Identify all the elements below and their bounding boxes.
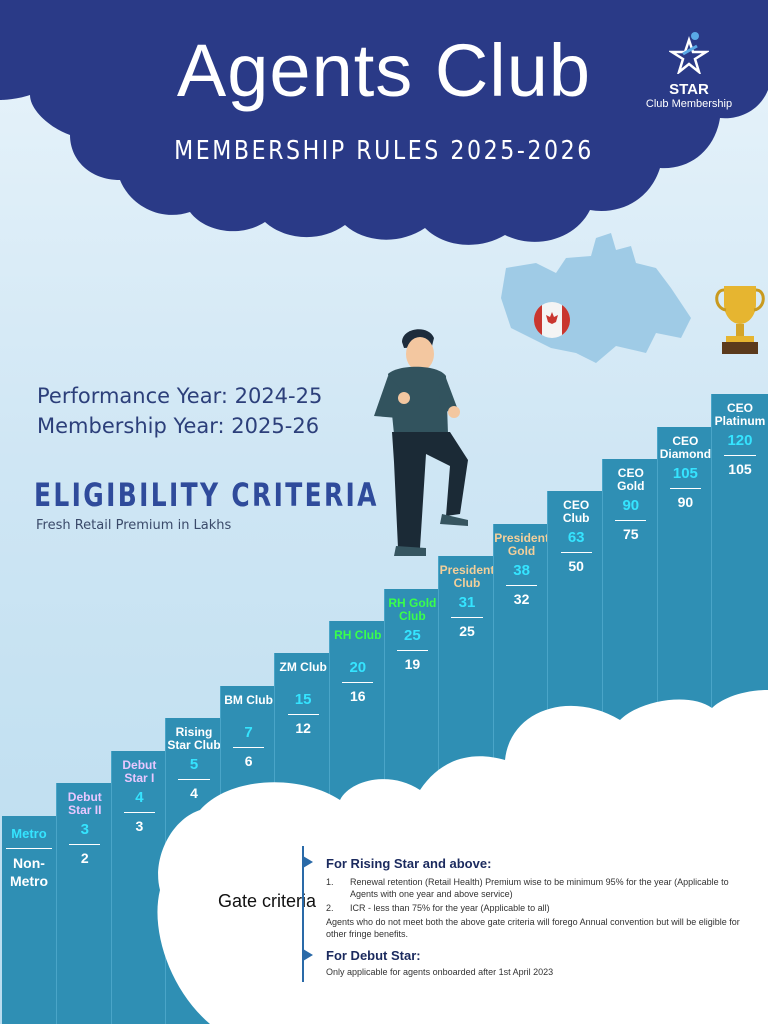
step-non-metro-value: 25 [459, 623, 475, 640]
gate-item-2-number: 2. [326, 903, 334, 913]
footer-cloud [157, 690, 768, 1024]
step-name: Debut Star II [67, 790, 102, 817]
gate-criteria-label: Gate criteria [218, 891, 317, 911]
step-metro-value: 31 [458, 594, 476, 612]
gate-criteria-box: For Rising Star and above: 1. Renewal re… [302, 846, 764, 982]
step-metro-value: 90 [622, 497, 640, 514]
eligibility-subtitle: Fresh Retail Premium in Lakhs [36, 518, 232, 533]
step-non-metro-value: 6 [244, 752, 253, 769]
step-name: CEO Gold [617, 466, 645, 493]
step-divider [669, 487, 701, 489]
legend-divider [6, 848, 52, 849]
step-non-metro-value: 2 [80, 850, 89, 866]
step-divider [396, 649, 428, 651]
step-metro-value: 38 [513, 561, 530, 579]
page-subtitle: MEMBERSHIP RULES 2025-2026 [174, 136, 594, 166]
step-non-metro-value: 50 [568, 558, 584, 575]
step-divider [560, 552, 592, 554]
step-metro-value: 7 [244, 723, 253, 741]
legend-non-metro: Non-Metro [9, 855, 49, 889]
step-metro-value: 120 [727, 432, 753, 450]
step-metro-value: 105 [672, 464, 698, 482]
step-non-metro-value: 12 [295, 720, 311, 737]
step-divider [178, 779, 210, 781]
step-name: RH Club [334, 628, 382, 642]
gate-item-1-text: Renewal retention (Retail Health) Premiu… [350, 877, 729, 899]
canada-flag-icon [533, 302, 570, 338]
step-name: President Club [439, 563, 495, 591]
step-metro-value: 5 [189, 756, 199, 774]
step-divider [451, 617, 483, 619]
step-divider [233, 746, 265, 748]
eligibility-title: ELIGIBILITY CRITERIA [34, 476, 379, 514]
step-name: CEO Club [562, 498, 590, 526]
step-divider [506, 584, 538, 586]
step-divider [287, 714, 319, 716]
step-metro-value: 3 [80, 821, 89, 838]
legend-column: Metro Non-Metro [2, 816, 56, 1024]
step-metro-value: 20 [349, 659, 367, 676]
step-non-metro-value: 16 [350, 688, 366, 704]
step-name: CEO Platinum [714, 401, 766, 429]
bullet-arrow-icon [303, 949, 313, 961]
gate-section-1-title: For Rising Star and above: [326, 856, 492, 871]
step-non-metro-value: 105 [728, 461, 752, 478]
step-divider [724, 455, 756, 457]
page-title: Agents Club [176, 29, 592, 112]
gate-note: Agents who do not meet both the above ga… [326, 917, 740, 939]
step-divider [69, 844, 101, 845]
step-non-metro-value: 32 [513, 590, 530, 607]
step-name: RH Gold Club [388, 595, 437, 623]
logo-tagline: Club Membership [645, 98, 733, 110]
gate-item-1-number: 1. [326, 877, 334, 887]
step-non-metro-value: 3 [135, 817, 144, 834]
step-name: President Gold [494, 530, 549, 558]
step-metro-value: 25 [404, 626, 421, 644]
step-metro-value: 4 [135, 788, 144, 806]
step-name: Debut Star I [122, 757, 157, 785]
step-divider [615, 520, 647, 521]
step-divider [123, 811, 155, 813]
climbing-man-illustration [374, 329, 468, 556]
step-non-metro-value: 19 [404, 655, 421, 672]
step-divider [342, 682, 374, 683]
logo-brand: STAR [669, 81, 709, 98]
star-logo-icon [667, 32, 711, 76]
gate-section-2-text: Only applicable for agents onboarded aft… [326, 967, 554, 977]
bullet-arrow-icon [303, 856, 313, 868]
gate-section-2-title: For Debut Star: [326, 948, 421, 963]
gate-item-2-text: ICR - less than 75% for the year (Applic… [350, 903, 550, 913]
step-non-metro-value: 75 [623, 526, 639, 542]
step-non-metro-value: 4 [190, 785, 198, 802]
trophy-icon [715, 286, 765, 354]
step-name: Rising Star Club [167, 725, 221, 753]
step-debut-star-i: Debut Star I 4 3 [110, 750, 168, 1024]
header-cloud [0, 0, 768, 245]
step-debut-star-ii: Debut Star II 3 2 [56, 783, 113, 1024]
star-logo: STAR Club Membership [634, 30, 744, 110]
step-metro-value: 63 [567, 529, 585, 547]
step-non-metro-value: 90 [677, 493, 694, 510]
step-name: CEO Diamond [659, 433, 712, 461]
step-metro-value: 15 [294, 691, 312, 709]
step-name: BM Club [224, 692, 273, 707]
legend-metro: Metro [11, 826, 47, 841]
step-name: ZM Club [279, 660, 327, 675]
membership-year: Membership Year: 2025-26 [37, 414, 320, 438]
performance-year: Performance Year: 2024-25 [37, 384, 323, 408]
